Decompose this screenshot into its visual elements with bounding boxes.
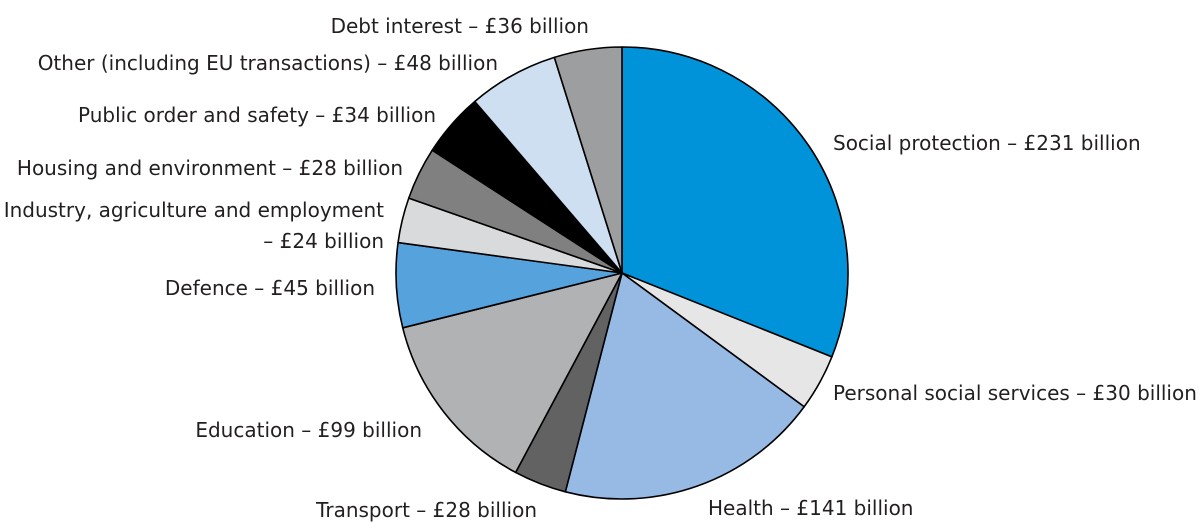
slice-label-public-order-and-safety: Public order and safety – £34 billion (78, 103, 436, 127)
pie-slices (395, 46, 849, 500)
pie-slice-social-protection (621, 46, 849, 358)
slice-label-health: Health – £141 billion (708, 496, 913, 520)
slice-label-defence: Defence – £45 billion (165, 276, 375, 300)
slice-label-industry-agriculture-and-employment: Industry, agriculture and employment – £2… (4, 198, 384, 253)
slice-label-transport: Transport – £28 billion (315, 498, 537, 522)
pie-slice-health (564, 272, 805, 500)
pie-slice-education (401, 272, 623, 474)
slice-label-debt-interest: Debt interest – £36 billion (331, 14, 589, 38)
slice-label-personal-social-services: Personal social services – £30 billion (833, 381, 1197, 405)
slice-label-other-including-eu-transactions: Other (including EU transactions) – £48 … (38, 51, 498, 75)
slice-label-education: Education – £99 billion (195, 418, 422, 442)
pie-labels: Social protection – £231 billion Personal… (4, 14, 1197, 522)
pie-slice-debt-interest (553, 46, 623, 274)
slice-label-housing-and-environment: Housing and environment – £28 billion (17, 156, 403, 180)
slice-label-social-protection: Social protection – £231 billion (833, 131, 1141, 155)
